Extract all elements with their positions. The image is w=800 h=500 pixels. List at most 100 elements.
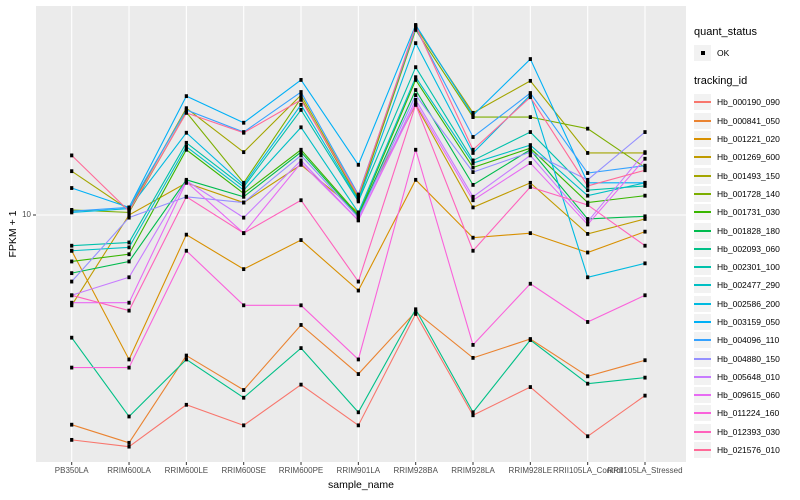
legend-color-swatch (694, 375, 711, 378)
data-point (586, 219, 590, 224)
legend-label: Hb_004880_150 (717, 353, 780, 364)
data-point (184, 144, 188, 149)
data-point (299, 102, 303, 107)
legend-key-line-icon (694, 332, 711, 349)
data-point (586, 188, 590, 193)
data-point (127, 209, 131, 214)
data-point (528, 231, 532, 236)
data-point (528, 57, 532, 61)
data-point (643, 184, 647, 188)
data-point (586, 200, 590, 205)
legend-item: Hb_002586_200 (694, 295, 798, 313)
data-point (643, 156, 647, 161)
legend-color-swatch (694, 394, 711, 397)
legend-key-line-icon (694, 259, 711, 276)
legend-quant-status-items: OK (694, 44, 798, 62)
data-point (242, 303, 246, 308)
legend-label: Hb_005648_010 (717, 371, 780, 382)
data-point (643, 168, 647, 173)
data-point (471, 170, 475, 174)
legend-label: Hb_000190_090 (717, 97, 780, 108)
data-point (528, 93, 532, 97)
x-tick-label: RRIM600SE (221, 466, 266, 475)
data-point (471, 205, 475, 210)
data-point (242, 231, 246, 236)
legend-label: OK (717, 48, 730, 59)
x-tick-label: RRIM600LA (107, 466, 151, 475)
legend-item: Hb_001728_140 (694, 185, 798, 203)
data-point (586, 217, 590, 221)
data-point (356, 162, 360, 167)
data-point (242, 267, 246, 272)
data-point (127, 275, 131, 280)
data-point (586, 250, 590, 255)
data-point (471, 110, 475, 115)
legend-label: Hb_002093_060 (717, 243, 780, 254)
data-point (643, 130, 647, 134)
legend-label: Hb_001728_140 (717, 188, 780, 199)
legend-color-swatch (694, 302, 711, 305)
data-point (70, 300, 74, 305)
data-point (184, 130, 188, 135)
data-point (471, 165, 475, 170)
data-point (586, 193, 590, 198)
data-point (643, 261, 647, 266)
data-point (127, 440, 131, 445)
data-point (528, 115, 532, 119)
data-point (242, 215, 246, 220)
x-tick-label: RRIM928BA (393, 466, 438, 475)
legend-color-swatch (694, 229, 711, 232)
data-point (184, 194, 188, 199)
legend-item: Hb_009615_060 (694, 386, 798, 404)
data-point (586, 203, 590, 207)
data-point (299, 93, 303, 97)
legend-item: Hb_004096_110 (694, 331, 798, 349)
data-point (70, 259, 74, 264)
data-point (127, 215, 131, 220)
data-point (184, 353, 188, 358)
legend-color-swatch (694, 449, 711, 452)
data-point (242, 150, 246, 155)
data-point (528, 147, 532, 152)
legend-key-line-icon (694, 295, 711, 312)
data-point (299, 198, 303, 203)
data-point (414, 309, 418, 314)
x-tick-label: RRIM600PE (278, 466, 324, 475)
x-axis-title: sample_name (328, 479, 394, 491)
data-point (299, 153, 303, 158)
x-tick-label: RRII105LA_Control (552, 466, 623, 475)
data-point (586, 320, 590, 324)
legend-item: Hb_001828_180 (694, 221, 798, 239)
legend-item: Hb_002477_290 (694, 276, 798, 294)
data-point (127, 252, 131, 257)
data-point (184, 357, 188, 362)
data-point (471, 182, 475, 187)
data-point (356, 288, 360, 293)
data-point (70, 335, 74, 340)
x-tick-label: PB350LA (54, 466, 89, 475)
legend-label: Hb_000841_050 (717, 115, 780, 126)
data-point (471, 194, 475, 199)
legend-color-swatch (694, 156, 711, 159)
data-point (528, 281, 532, 286)
legend-item: Hb_001731_030 (694, 203, 798, 221)
plot-panel (36, 6, 686, 462)
data-point (299, 303, 303, 308)
data-point (70, 186, 74, 190)
legend-label: Hb_004096_110 (717, 335, 780, 346)
data-point (242, 388, 246, 392)
data-point (242, 423, 246, 428)
data-point (528, 180, 532, 185)
legend-key-line-icon (694, 405, 711, 422)
legend-item: Hb_021576_010 (694, 441, 798, 459)
data-point (414, 26, 418, 30)
data-point (356, 423, 360, 428)
legend-color-swatch (694, 119, 711, 122)
data-point (356, 218, 360, 223)
x-tick-label: RRIM928LA (451, 466, 495, 475)
legend-color-swatch (694, 357, 711, 360)
data-point (299, 238, 303, 242)
data-point (242, 182, 246, 187)
data-point (70, 209, 74, 214)
data-point (242, 185, 246, 189)
